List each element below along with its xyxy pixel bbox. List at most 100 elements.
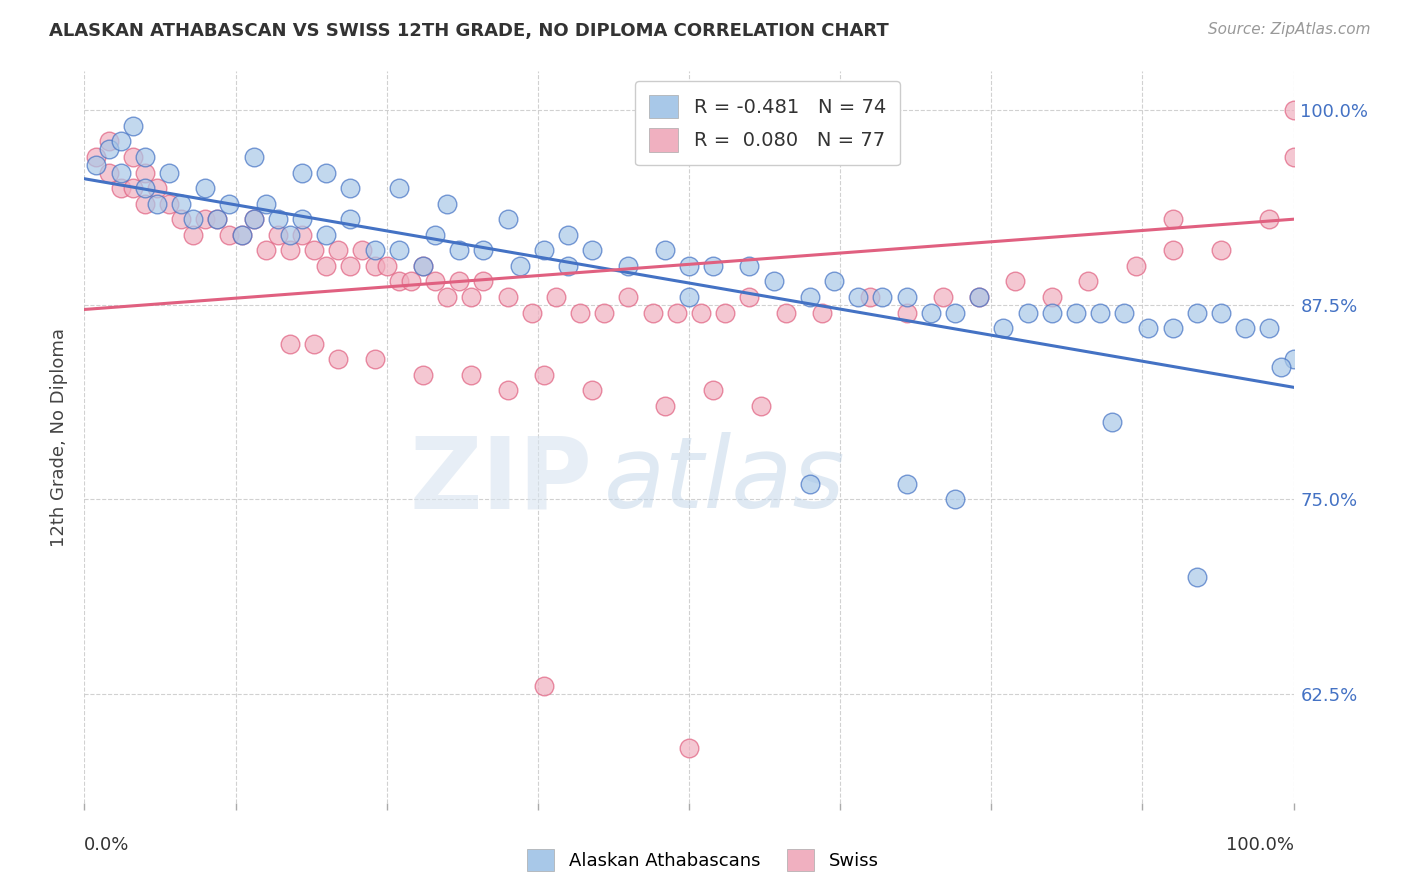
- Point: [134, 150, 156, 164]
- Point: [363, 352, 385, 367]
- Point: [1088, 305, 1111, 319]
- Point: [1125, 259, 1147, 273]
- Point: [1004, 275, 1026, 289]
- Text: atlas: atlas: [605, 433, 846, 530]
- Point: [278, 227, 301, 242]
- Text: Source: ZipAtlas.com: Source: ZipAtlas.com: [1208, 22, 1371, 37]
- Point: [242, 212, 264, 227]
- Point: [134, 181, 156, 195]
- Point: [1209, 244, 1232, 258]
- Point: [157, 196, 180, 211]
- Point: [97, 142, 120, 156]
- Point: [751, 399, 773, 413]
- Point: [920, 305, 942, 319]
- Point: [436, 196, 458, 211]
- Text: 0.0%: 0.0%: [84, 836, 129, 854]
- Point: [375, 259, 398, 273]
- Point: [967, 290, 990, 304]
- Point: [388, 275, 411, 289]
- Point: [943, 305, 966, 319]
- Point: [291, 212, 314, 227]
- Point: [654, 244, 676, 258]
- Point: [641, 305, 664, 319]
- Point: [291, 227, 314, 242]
- Point: [97, 135, 120, 149]
- Point: [86, 158, 108, 172]
- Point: [436, 290, 458, 304]
- Point: [278, 244, 301, 258]
- Point: [1161, 244, 1184, 258]
- Point: [86, 150, 108, 164]
- Point: [363, 259, 385, 273]
- Point: [943, 492, 966, 507]
- Point: [569, 305, 592, 319]
- Point: [146, 196, 169, 211]
- Point: [242, 150, 264, 164]
- Point: [509, 259, 531, 273]
- Point: [738, 290, 761, 304]
- Point: [388, 181, 411, 195]
- Point: [932, 290, 955, 304]
- Point: [1234, 321, 1257, 335]
- Point: [412, 259, 434, 273]
- Point: [412, 259, 434, 273]
- Point: [799, 476, 821, 491]
- Point: [581, 244, 603, 258]
- Point: [846, 290, 869, 304]
- Point: [496, 290, 519, 304]
- Point: [399, 275, 422, 289]
- Point: [339, 181, 361, 195]
- Point: [121, 150, 143, 164]
- Point: [121, 181, 143, 195]
- Point: [472, 275, 495, 289]
- Point: [121, 119, 143, 133]
- Point: [110, 135, 132, 149]
- Point: [520, 305, 543, 319]
- Point: [207, 212, 229, 227]
- Point: [1017, 305, 1039, 319]
- Point: [231, 227, 253, 242]
- Point: [557, 227, 579, 242]
- Point: [254, 196, 277, 211]
- Point: [533, 244, 555, 258]
- Point: [617, 259, 640, 273]
- Point: [339, 259, 361, 273]
- Point: [460, 368, 482, 382]
- Point: [1114, 305, 1136, 319]
- Point: [328, 352, 350, 367]
- Point: [762, 275, 785, 289]
- Text: ALASKAN ATHABASCAN VS SWISS 12TH GRADE, NO DIPLOMA CORRELATION CHART: ALASKAN ATHABASCAN VS SWISS 12TH GRADE, …: [49, 22, 889, 40]
- Point: [544, 290, 567, 304]
- Point: [678, 259, 700, 273]
- Point: [302, 336, 325, 351]
- Point: [702, 384, 724, 398]
- Point: [472, 244, 495, 258]
- Point: [496, 212, 519, 227]
- Point: [302, 244, 325, 258]
- Point: [194, 181, 217, 195]
- Point: [859, 290, 882, 304]
- Point: [1185, 305, 1208, 319]
- Point: [291, 165, 314, 179]
- Point: [593, 305, 616, 319]
- Point: [896, 290, 918, 304]
- Point: [993, 321, 1015, 335]
- Point: [254, 244, 277, 258]
- Point: [1270, 359, 1292, 374]
- Point: [328, 244, 350, 258]
- Point: [218, 227, 240, 242]
- Point: [896, 476, 918, 491]
- Point: [533, 679, 555, 693]
- Point: [496, 384, 519, 398]
- Point: [690, 305, 713, 319]
- Point: [896, 305, 918, 319]
- Point: [278, 336, 301, 351]
- Point: [449, 275, 471, 289]
- Point: [1161, 212, 1184, 227]
- Point: [581, 384, 603, 398]
- Point: [533, 368, 555, 382]
- Point: [678, 741, 700, 756]
- Point: [1282, 150, 1305, 164]
- Point: [1064, 305, 1087, 319]
- Point: [665, 305, 688, 319]
